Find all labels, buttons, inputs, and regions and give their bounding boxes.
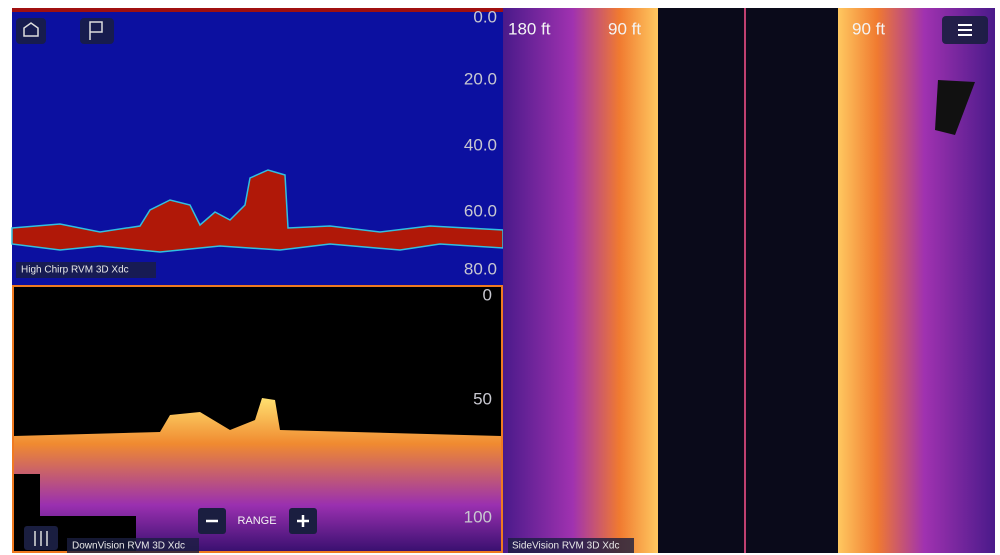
port-side <box>503 8 658 553</box>
panel-label: DownVision RVM 3D Xdc <box>72 541 185 552</box>
panel-label: High Chirp RVM 3D Xdc <box>21 265 129 276</box>
range-label: 90 ft <box>852 19 885 38</box>
depth-label: 50 <box>473 389 492 408</box>
depth-label: 100 <box>464 507 492 526</box>
surface-band <box>12 8 503 12</box>
water-column <box>658 8 838 553</box>
sidevision-panel: 180 ft 90 ft 90 ft SideVision RVM 3D Xdc <box>503 8 995 553</box>
range-label: 180 ft <box>508 19 551 38</box>
depth-label: 20.0 <box>464 69 497 88</box>
downvision-panel: 0 50 100 RANGE DownVision RVM 3D Xdc <box>13 285 502 553</box>
sonar-screen: 0.0 20.0 40.0 60.0 80.0 High Chirp RVM 3… <box>0 0 1000 555</box>
depth-label: 0.0 <box>473 7 497 26</box>
panel-label: SideVision RVM 3D Xdc <box>512 541 619 552</box>
depth-label: 60.0 <box>464 201 497 220</box>
range-label: 90 ft <box>608 19 641 38</box>
home-button[interactable] <box>16 18 46 44</box>
depth-label: 40.0 <box>464 135 497 154</box>
depth-label: 0 <box>483 285 492 304</box>
range-label: RANGE <box>237 515 276 527</box>
depth-label: 80.0 <box>464 259 497 278</box>
high-chirp-panel: 0.0 20.0 40.0 60.0 80.0 High Chirp RVM 3… <box>12 7 503 285</box>
